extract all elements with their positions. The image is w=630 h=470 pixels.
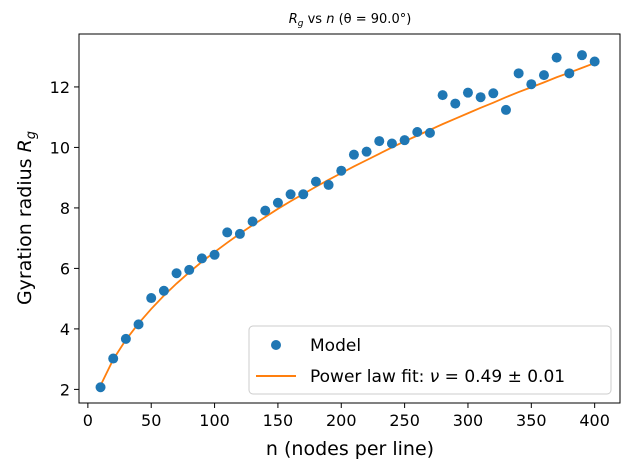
x-tick-label: 250 (389, 411, 420, 430)
data-point (374, 136, 385, 147)
data-point (538, 70, 549, 81)
data-point (184, 264, 195, 275)
data-point (437, 90, 448, 101)
y-tick-label: 2 (60, 380, 70, 399)
data-point (513, 68, 524, 79)
x-tick-label: 350 (516, 411, 547, 430)
data-point (589, 56, 600, 67)
legend-box (248, 325, 612, 395)
plot-frame (78, 33, 621, 404)
data-point (500, 104, 511, 115)
data-point (462, 87, 473, 98)
x-tick-label: 100 (199, 411, 230, 430)
x-axis-label: n (nodes per line) (266, 438, 434, 460)
y-axis-label: Gyration radius Rg (14, 131, 39, 305)
legend: Model Power law fit: ν = 0.49 ± 0.01 (248, 325, 612, 395)
data-point (196, 253, 207, 264)
data-point (158, 285, 169, 296)
data-point (120, 333, 131, 344)
chart-title: Rg vs n (θ = 90.0°) (289, 12, 412, 29)
data-point (209, 249, 220, 260)
data-point (260, 205, 271, 216)
x-tick-label: 50 (141, 411, 161, 430)
data-point (488, 88, 499, 99)
data-point (234, 228, 245, 239)
legend-marker-model (271, 340, 281, 350)
fit-line (99, 62, 595, 386)
data-point (399, 135, 410, 146)
y-tick-label: 4 (60, 320, 70, 339)
data-point (361, 146, 372, 157)
data-point (424, 127, 435, 138)
data-point (386, 138, 397, 149)
legend-label-fit: Power law fit: ν = 0.49 ± 0.01 (310, 367, 565, 387)
data-point (564, 68, 575, 79)
data-point (348, 149, 359, 160)
data-point (285, 189, 296, 200)
data-point (95, 382, 106, 393)
data-point (412, 127, 423, 137)
x-tick-label: 400 (579, 411, 610, 430)
y-tick-label: 8 (60, 199, 70, 218)
data-point (551, 52, 562, 63)
legend-label-model: Model (310, 336, 361, 356)
x-tick-label: 150 (263, 411, 294, 430)
data-point (222, 227, 233, 238)
x-axis-ticks: 0 50 100 150 200 250 300 350 400 (83, 403, 610, 430)
data-point (310, 176, 321, 187)
data-point (323, 179, 334, 190)
data-point (146, 293, 157, 304)
y-tick-label: 10 (50, 138, 70, 157)
data-point (272, 197, 283, 208)
fit-line-group (99, 62, 595, 386)
y-tick-label: 6 (60, 259, 70, 278)
data-point (336, 165, 347, 176)
data-point (171, 268, 182, 279)
x-tick-label: 300 (453, 411, 484, 430)
scatter-points (95, 50, 600, 393)
data-point (526, 79, 537, 90)
x-tick-label: 0 (83, 411, 93, 430)
y-axis-ticks: 2 4 6 8 10 12 (50, 78, 79, 399)
x-tick-label: 200 (326, 411, 357, 430)
data-point (133, 319, 144, 330)
data-point (475, 92, 486, 103)
data-point (576, 50, 587, 61)
y-tick-label: 12 (50, 78, 70, 97)
data-point (108, 353, 119, 364)
data-point (450, 98, 461, 109)
data-point (247, 216, 258, 227)
data-point (298, 189, 309, 200)
